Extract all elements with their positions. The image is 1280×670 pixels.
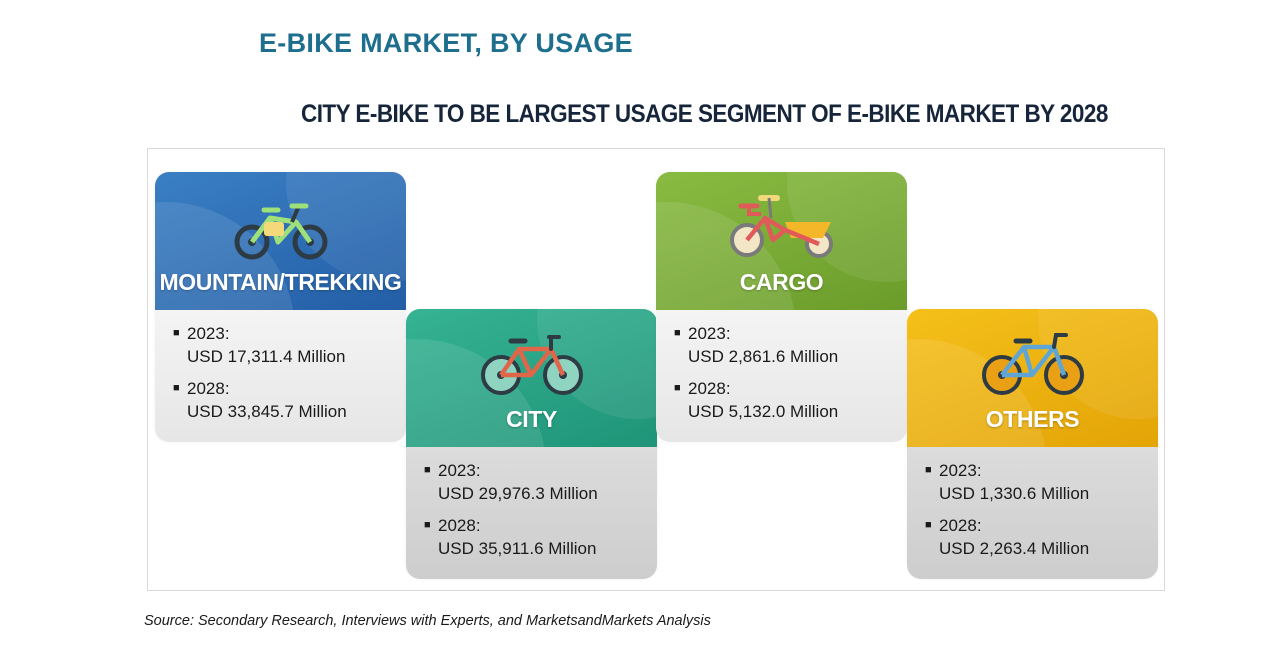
- bullet-icon: ■: [173, 327, 180, 339]
- segment-label: CARGO: [739, 269, 824, 295]
- chart-title: CITY E-BIKE TO BE LARGEST USAGE SEGMENT …: [301, 100, 1108, 128]
- market-value: USD 2,263.4 Million: [939, 539, 1090, 558]
- market-value: USD 5,132.0 Million: [688, 402, 839, 421]
- segment-header: OTHERS: [907, 309, 1158, 447]
- market-value: USD 35,911.6 Million: [438, 539, 597, 558]
- bullet-icon: ■: [424, 464, 431, 476]
- city-bike-icon: [480, 335, 583, 395]
- market-value: USD 2,861.6 Million: [688, 347, 839, 366]
- bullet-icon: ■: [424, 519, 431, 531]
- segment-card-city: CITY ■ 2023: USD 29,976.3 Million ■ 2028: …: [406, 309, 657, 579]
- bullet-icon: ■: [674, 327, 681, 339]
- segment-values: ■ 2023: USD 2,861.6 Million ■ 2028: USD 5,…: [656, 310, 907, 442]
- page-heading: E-BIKE MARKET, BY USAGE: [259, 28, 633, 58]
- year-label: 2023:: [939, 461, 982, 480]
- segment-label: CITY: [506, 406, 557, 432]
- segment-header: CITY: [406, 309, 657, 447]
- segment-card-others: OTHERS ■ 2023: USD 1,330.6 Million ■ 2028:…: [907, 309, 1158, 579]
- segment-header: CARGO: [656, 172, 907, 310]
- segment-values: ■ 2023: USD 29,976.3 Million ■ 2028: USD 3…: [406, 447, 657, 579]
- bullet-icon: ■: [674, 382, 681, 394]
- year-label: 2028:: [187, 379, 230, 398]
- bullet-icon: ■: [925, 464, 932, 476]
- bullet-icon: ■: [925, 519, 932, 531]
- other-bike-icon: [981, 333, 1084, 395]
- market-value: USD 33,845.7 Million: [187, 402, 347, 421]
- year-label: 2023:: [438, 461, 481, 480]
- market-value: USD 1,330.6 Million: [939, 484, 1090, 503]
- year-label: 2023:: [187, 324, 230, 343]
- year-label: 2028:: [438, 516, 481, 535]
- mountain-bike-icon: [234, 203, 327, 260]
- segment-values: ■ 2023: USD 1,330.6 Million ■ 2028: USD 2,…: [907, 447, 1158, 579]
- segment-card-cargo: CARGO ■ 2023: USD 2,861.6 Million ■ 2028: …: [656, 172, 907, 442]
- market-value: USD 29,976.3 Million: [438, 484, 598, 503]
- year-label: 2028:: [939, 516, 982, 535]
- segment-values: ■ 2023: USD 17,311.4 Million ■ 2028: USD 3…: [155, 310, 406, 442]
- segment-header: MOUNTAIN/TREKKING: [155, 172, 406, 310]
- source-note: Source: Secondary Research, Interviews w…: [144, 613, 711, 629]
- segment-card-mountain-trekking: MOUNTAIN/TREKKING ■ 2023: USD 17,311.4 Mi…: [155, 172, 406, 442]
- year-label: 2028:: [688, 379, 731, 398]
- market-value: USD 17,311.4 Million: [187, 347, 346, 366]
- segment-label: MOUNTAIN/TREKKING: [159, 269, 402, 295]
- year-label: 2023:: [688, 324, 731, 343]
- cargo-bike-icon: [729, 195, 833, 258]
- bullet-icon: ■: [173, 382, 180, 394]
- segment-label: OTHERS: [985, 406, 1080, 432]
